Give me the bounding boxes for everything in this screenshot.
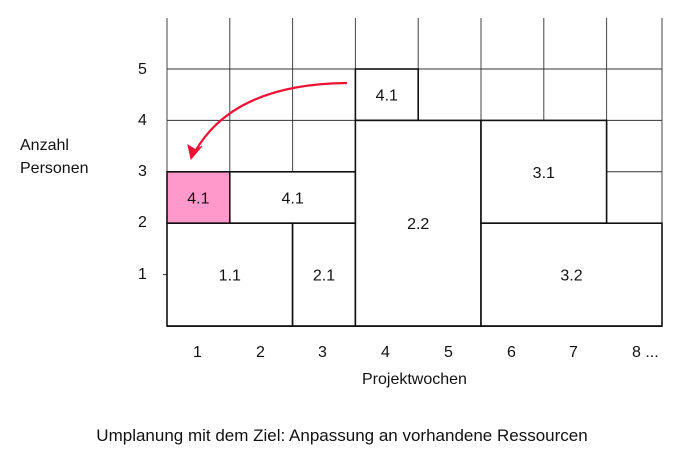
x-tick: 8 ... xyxy=(632,344,659,361)
x-tick: 2 xyxy=(256,344,265,361)
y-axis-label-line2: Personen xyxy=(20,160,89,177)
x-tick: 1 xyxy=(193,344,202,361)
y-tick: 1 xyxy=(138,266,147,283)
task-label: 3.1 xyxy=(533,165,555,182)
x-tick: 5 xyxy=(444,344,453,361)
task-box xyxy=(480,119,608,225)
task-box xyxy=(354,119,482,327)
caption: Umplanung mit dem Ziel: Anpassung an vor… xyxy=(96,426,588,445)
task-label: 2.2 xyxy=(407,216,429,233)
task-label: 3.2 xyxy=(560,268,582,285)
y-axis-label-line1: Anzahl xyxy=(20,137,69,154)
task-box xyxy=(166,171,231,225)
x-axis-label: Projektwochen xyxy=(362,371,467,388)
task-label: 2.1 xyxy=(313,268,335,285)
task-label: 4.1 xyxy=(281,191,303,208)
y-tick: 2 xyxy=(138,214,147,231)
y-tick: 4 xyxy=(138,112,147,129)
x-tick: 4 xyxy=(381,344,390,361)
task-label: 4.1 xyxy=(187,191,209,208)
x-tick: 3 xyxy=(318,344,327,361)
x-tick: 6 xyxy=(507,344,516,361)
task-label: 4.1 xyxy=(376,88,398,105)
task-box xyxy=(480,222,663,327)
task-label: 1.1 xyxy=(219,268,241,285)
arrow-head-icon xyxy=(187,143,203,161)
y-tick: 5 xyxy=(138,61,147,78)
task-box xyxy=(166,222,294,327)
task-box xyxy=(291,222,357,327)
y-tick: 3 xyxy=(138,163,147,180)
x-tick: 7 xyxy=(569,344,578,361)
move-arrow xyxy=(195,81,348,151)
